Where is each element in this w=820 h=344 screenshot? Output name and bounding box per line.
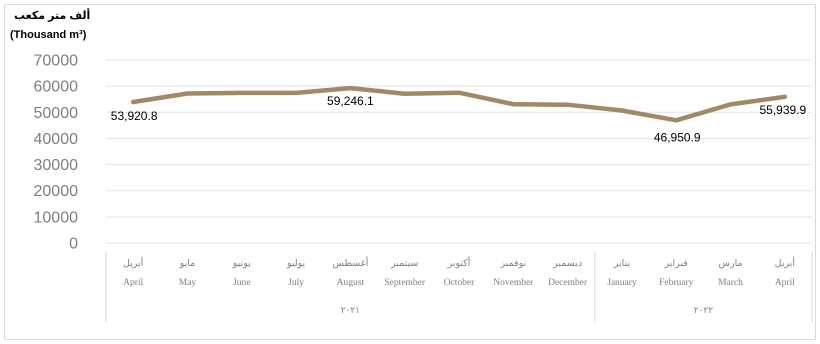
data-point <box>185 91 190 96</box>
x-tick-label-english: April <box>123 278 143 288</box>
y-tick-label: 60000 <box>34 79 79 96</box>
data-point <box>402 91 407 96</box>
x-tick-label-arabic: يونيو <box>232 258 251 269</box>
y-tick-label: 40000 <box>34 131 79 148</box>
data-labels: 53,920.8 59,246.1 46,950.9 55,939.9 <box>111 94 807 144</box>
series-line-group <box>130 85 788 123</box>
x-tick-label-english: June <box>233 278 250 288</box>
x-tick-label-english: February <box>659 278 694 288</box>
data-point <box>674 118 679 123</box>
x-tick-label-arabic: أغسطس <box>332 256 368 269</box>
data-point <box>457 90 461 95</box>
x-tick-label-arabic: ديسمبر <box>552 258 582 269</box>
x-tick-label-english: July <box>288 278 304 288</box>
x-tick-label-english: November <box>493 278 534 288</box>
x-tick-label-english: December <box>548 278 588 288</box>
year-group-label: ٢٠٢٢ <box>694 306 714 316</box>
x-tick-label-english: October <box>444 278 475 288</box>
x-tick-label-arabic: يناير <box>613 258 631 269</box>
y-tick-label: 0 <box>69 236 78 253</box>
x-tick-label-english: May <box>179 278 197 288</box>
x-tick-label-arabic: مايو <box>179 258 196 269</box>
data-point <box>131 100 136 105</box>
unit-label-english: (Thousand m³) <box>10 29 87 41</box>
data-label: 59,246.1 <box>327 94 374 108</box>
data-point <box>782 94 787 99</box>
y-tick-label: 10000 <box>34 209 79 226</box>
y-tick-label: 50000 <box>34 105 79 122</box>
x-tick-label-arabic: فبراير <box>664 258 688 269</box>
x-tick-label-arabic: يوليو <box>286 258 306 269</box>
data-point <box>294 90 299 95</box>
x-tick-label-arabic: أبريل <box>775 256 796 269</box>
data-point <box>348 86 353 91</box>
data-label: 46,950.9 <box>654 130 701 144</box>
x-tick-label-arabic: مارس <box>718 258 742 269</box>
year-group-label: ٢٠٢١ <box>341 306 360 316</box>
x-tick-label-english: August <box>337 278 365 288</box>
data-point <box>565 102 570 107</box>
data-label: 53,920.8 <box>111 109 158 123</box>
x-tick-label-arabic: سبتمبر <box>390 258 418 269</box>
data-point <box>239 90 244 95</box>
x-tick-label-arabic: أبريل <box>123 256 144 269</box>
unit-label-arabic: ألف متر مكعب <box>14 8 90 22</box>
x-axis: أبريل April مايو May يونيو June يوليو July أغسطس… <box>105 252 813 322</box>
x-tick-label-english: April <box>775 278 795 288</box>
y-axis-ticks: 0 10000 20000 30000 40000 50000 60000 70000 <box>34 53 79 253</box>
x-tick-label-arabic: أكتوبر <box>447 256 471 269</box>
data-point <box>511 102 516 107</box>
y-tick-label: 20000 <box>34 183 79 200</box>
data-point <box>728 102 733 107</box>
data-point <box>619 108 624 113</box>
x-tick-label-english: March <box>718 278 743 288</box>
x-tick-label-english: January <box>607 278 637 288</box>
data-label: 55,939.9 <box>759 103 806 117</box>
y-tick-label: 70000 <box>34 53 79 70</box>
x-tick-label-arabic: نوفمبر <box>499 258 526 269</box>
y-tick-label: 30000 <box>34 157 79 174</box>
gridlines <box>106 59 812 244</box>
x-tick-label-english: September <box>384 278 425 288</box>
